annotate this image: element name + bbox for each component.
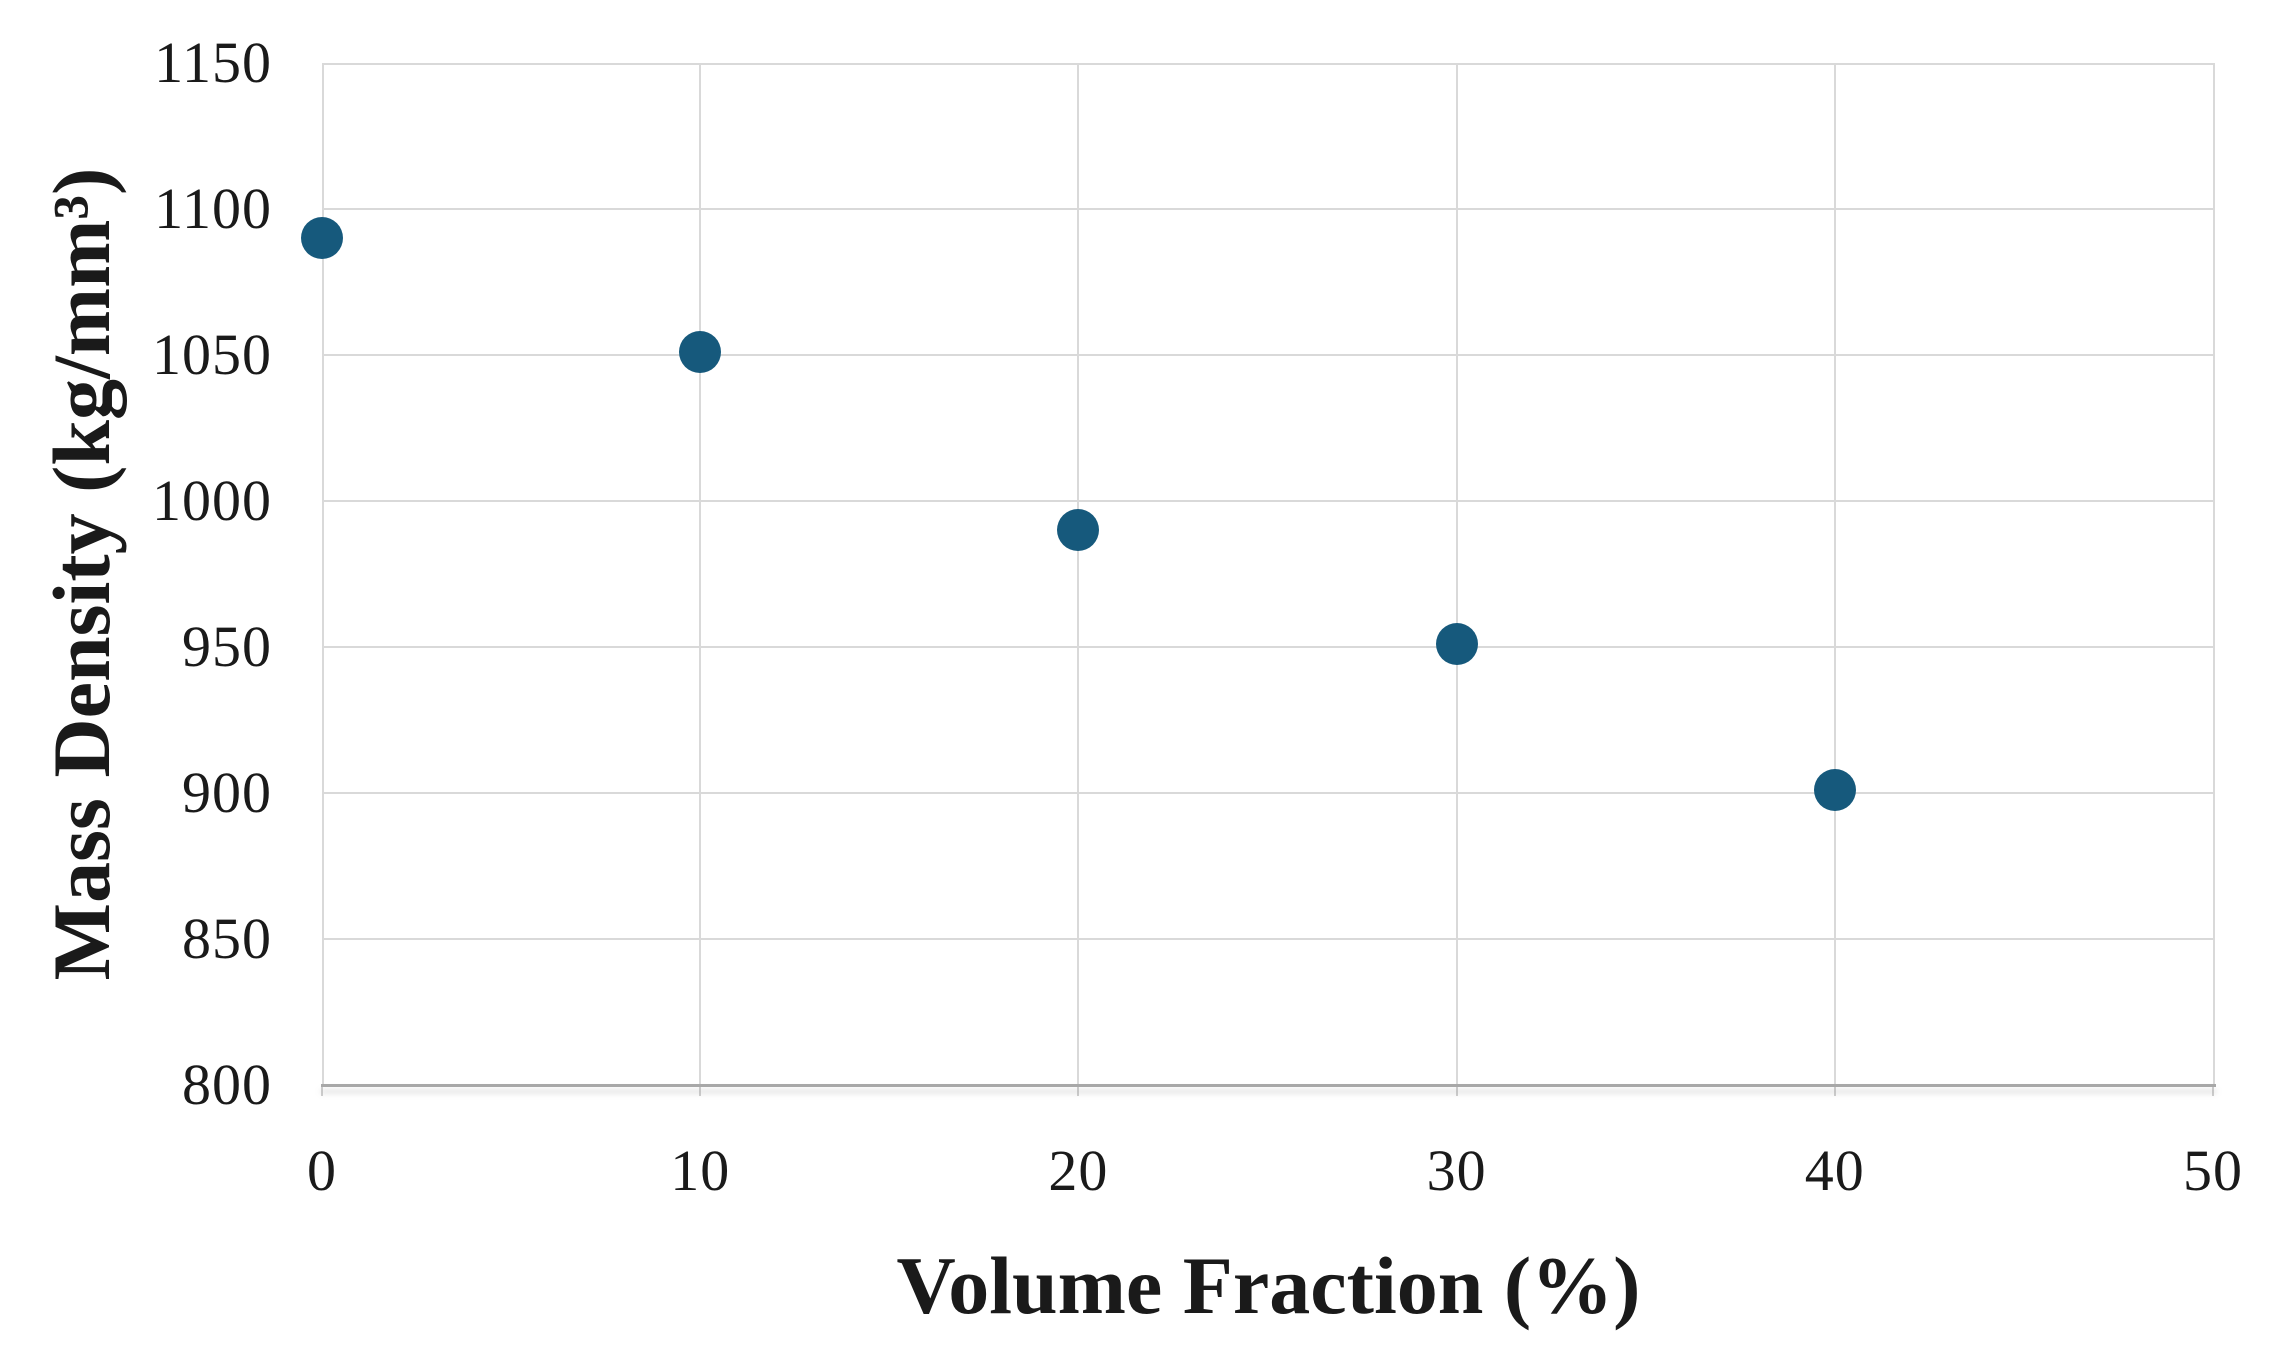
y-gridline [322,646,2215,648]
x-tick-mark [1833,1087,1836,1096]
x-axis-title: Volume Fraction (%) [896,1240,1641,1331]
y-gridline [322,500,2215,502]
y-tick-label: 1050 [152,322,272,387]
x-tick-label: 30 [1426,1138,1487,1203]
x-tick-mark [699,1087,702,1096]
x-tick-mark [1077,1087,1080,1096]
x-tick-mark [321,1087,323,1096]
data-point [301,217,343,260]
y-gridline [322,354,2215,356]
plot-area [322,63,2215,1085]
x-gridline [699,63,702,1085]
y-gridline [322,208,2215,210]
data-point [679,331,722,374]
x-tick-mark [2212,1087,2214,1096]
data-point [1435,623,1478,666]
x-gridline [1833,63,1836,1085]
x-gridline [1455,63,1458,1085]
y-tick-label: 1150 [154,30,272,95]
y-axis-title: Mass Density (kg/mm³) [36,167,127,981]
data-point [1057,509,1100,552]
x-tick-label: 50 [2183,1138,2243,1203]
y-tick-label: 800 [182,1052,272,1117]
x-tick-label: 0 [307,1138,337,1203]
y-gridline [322,938,2215,940]
y-tick-label: 1000 [152,468,272,533]
x-tick-label: 10 [670,1138,731,1203]
y-tick-label: 850 [182,906,272,971]
y-tick-label: 1100 [154,176,272,241]
y-tick-label: 950 [182,614,272,679]
x-tick-label: 20 [1048,1138,1109,1203]
y-tick-label: 900 [182,760,272,825]
x-tick-label: 40 [1804,1138,1865,1203]
y-gridline [322,792,2215,794]
x-tick-mark [1455,1087,1458,1096]
data-point [1813,769,1856,812]
x-gridline [1077,63,1080,1085]
x-axis-line [321,1084,2216,1087]
